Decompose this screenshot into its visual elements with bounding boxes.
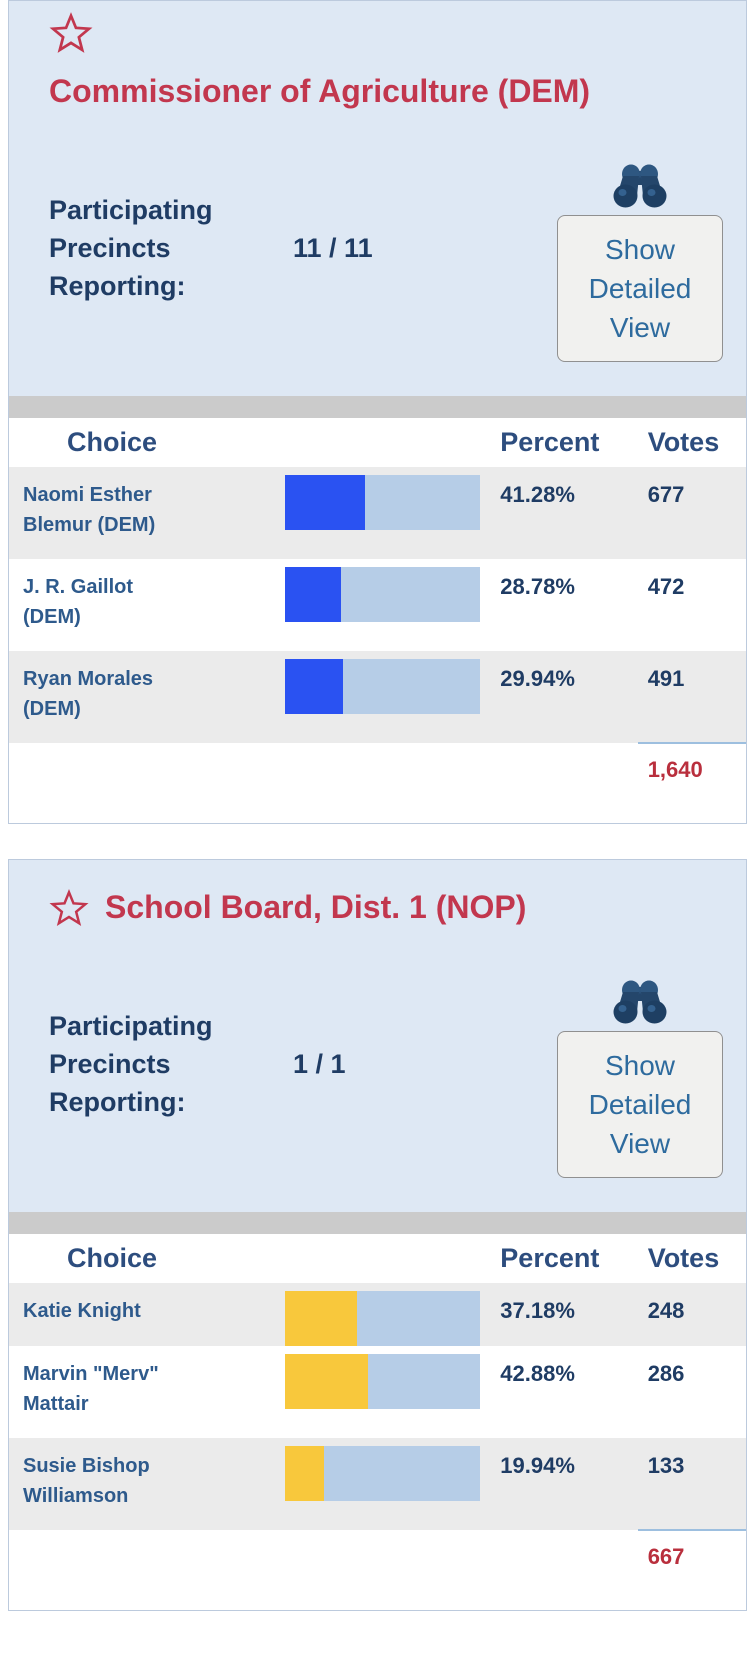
table-header-row: Choice Percent Votes bbox=[9, 1234, 746, 1283]
detail-actions: Show Detailed View bbox=[554, 163, 726, 362]
total-row: 667 bbox=[9, 1529, 746, 1610]
bar-cell bbox=[269, 467, 491, 559]
bar-cell bbox=[269, 1438, 491, 1530]
total-row: 1,640 bbox=[9, 742, 746, 823]
title-row: School Board, Dist. 1 (NOP) bbox=[49, 866, 726, 931]
votes-column-header: Votes bbox=[637, 418, 746, 467]
vote-bar-track bbox=[284, 1291, 480, 1346]
vote-bar-track bbox=[284, 1446, 480, 1501]
votes-value: 248 bbox=[637, 1283, 746, 1346]
table-row: J. R. Gaillot (DEM) 28.78% 472 bbox=[9, 559, 746, 651]
contest-card-school-board: School Board, Dist. 1 (NOP) Participatin… bbox=[8, 859, 747, 1611]
info-row: Participating Precincts Reporting: 11 / … bbox=[49, 163, 726, 362]
contest-title: Commissioner of Agriculture (DEM) bbox=[49, 73, 591, 109]
show-detailed-view-button[interactable]: Show Detailed View bbox=[557, 1031, 723, 1178]
bar-column-header bbox=[269, 418, 491, 467]
contest-header: Commissioner of Agriculture (DEM) Partic… bbox=[9, 1, 746, 396]
contest-title: School Board, Dist. 1 (NOP) bbox=[105, 889, 527, 925]
bar-column-header bbox=[269, 1234, 491, 1283]
precincts-reporting: Participating Precincts Reporting: 11 / … bbox=[49, 191, 373, 305]
table-header-row: Choice Percent Votes bbox=[9, 418, 746, 467]
star-icon bbox=[49, 888, 89, 928]
vote-bar-fill bbox=[284, 1291, 358, 1346]
precincts-value: 1 / 1 bbox=[293, 1048, 346, 1079]
choice-column-header: Choice bbox=[9, 418, 270, 467]
header-table-divider bbox=[9, 396, 746, 418]
vote-bar-fill bbox=[284, 1354, 369, 1409]
votes-value: 677 bbox=[637, 467, 746, 559]
candidate-name: Susie Bishop Williamson bbox=[9, 1438, 270, 1530]
star-icon bbox=[49, 11, 93, 55]
percent-column-header: Percent bbox=[490, 1234, 638, 1283]
vote-bar-track bbox=[284, 567, 480, 622]
bar-cell bbox=[270, 559, 491, 651]
votes-value: 491 bbox=[637, 651, 746, 743]
vote-bar-fill bbox=[284, 475, 366, 530]
table-row: Marvin "Merv" Mattair 42.88% 286 bbox=[9, 1346, 746, 1438]
percent-value: 41.28% bbox=[490, 467, 638, 559]
show-detailed-view-button[interactable]: Show Detailed View bbox=[557, 215, 723, 362]
precincts-value: 11 / 11 bbox=[293, 232, 373, 263]
votes-value: 133 bbox=[637, 1438, 746, 1530]
vote-bar-fill bbox=[284, 567, 341, 622]
percent-value: 19.94% bbox=[490, 1438, 638, 1530]
candidate-name: J. R. Gaillot (DEM) bbox=[23, 576, 134, 628]
detail-actions: Show Detailed View bbox=[554, 979, 726, 1178]
info-row: Participating Precincts Reporting: 1 / 1 bbox=[49, 979, 726, 1178]
contest-card-agriculture: Commissioner of Agriculture (DEM) Partic… bbox=[8, 0, 747, 824]
vote-bar-track bbox=[284, 1354, 480, 1409]
candidate-name: Ryan Morales (DEM) bbox=[9, 651, 270, 743]
bar-cell bbox=[270, 1346, 491, 1438]
candidate-name: Katie Knight bbox=[9, 1283, 270, 1346]
precincts-reporting: Participating Precincts Reporting: 1 / 1 bbox=[49, 1007, 346, 1121]
bar-cell bbox=[269, 651, 491, 743]
star-line bbox=[49, 7, 726, 60]
binoculars-icon[interactable] bbox=[611, 979, 669, 1025]
table-row: Katie Knight 37.18% 248 bbox=[9, 1283, 746, 1346]
vote-bar-track bbox=[284, 475, 480, 530]
total-votes: 1,640 bbox=[637, 742, 746, 823]
table-row: Susie Bishop Williamson 19.94% 133 bbox=[9, 1438, 746, 1530]
precincts-label: Participating Precincts Reporting: bbox=[49, 195, 213, 301]
votes-column-header: Votes bbox=[637, 1234, 746, 1283]
choice-column-header: Choice bbox=[9, 1234, 270, 1283]
precincts-label: Participating Precincts Reporting: bbox=[49, 1011, 213, 1117]
votes-value: 286 bbox=[647, 1361, 685, 1386]
vote-bar-track bbox=[284, 659, 480, 714]
candidate-name: Marvin "Merv" Mattair bbox=[23, 1363, 159, 1415]
table-row: Naomi Esther Blemur (DEM) 41.28% 677 bbox=[9, 467, 746, 559]
candidate-name: Naomi Esther Blemur (DEM) bbox=[9, 467, 270, 559]
percent-column-header: Percent bbox=[490, 418, 638, 467]
table-row: Ryan Morales (DEM) 29.94% 491 bbox=[9, 651, 746, 743]
results-table: Choice Percent Votes Naomi Esther Blemur… bbox=[9, 418, 746, 823]
results-table: Choice Percent Votes Katie Knight 37.18%… bbox=[9, 1234, 746, 1610]
vote-bar-fill bbox=[284, 1446, 324, 1501]
percent-value: 37.18% bbox=[490, 1283, 638, 1346]
vote-bar-fill bbox=[284, 659, 344, 714]
percent-value: 28.78% bbox=[500, 574, 575, 599]
votes-value: 472 bbox=[647, 574, 685, 599]
binoculars-icon[interactable] bbox=[611, 163, 669, 209]
total-votes: 667 bbox=[637, 1529, 746, 1610]
percent-value: 29.94% bbox=[490, 651, 638, 743]
header-table-divider bbox=[9, 1212, 746, 1234]
percent-value: 42.88% bbox=[500, 1361, 575, 1386]
contest-header: School Board, Dist. 1 (NOP) Participatin… bbox=[9, 860, 746, 1212]
bar-cell bbox=[269, 1283, 491, 1346]
